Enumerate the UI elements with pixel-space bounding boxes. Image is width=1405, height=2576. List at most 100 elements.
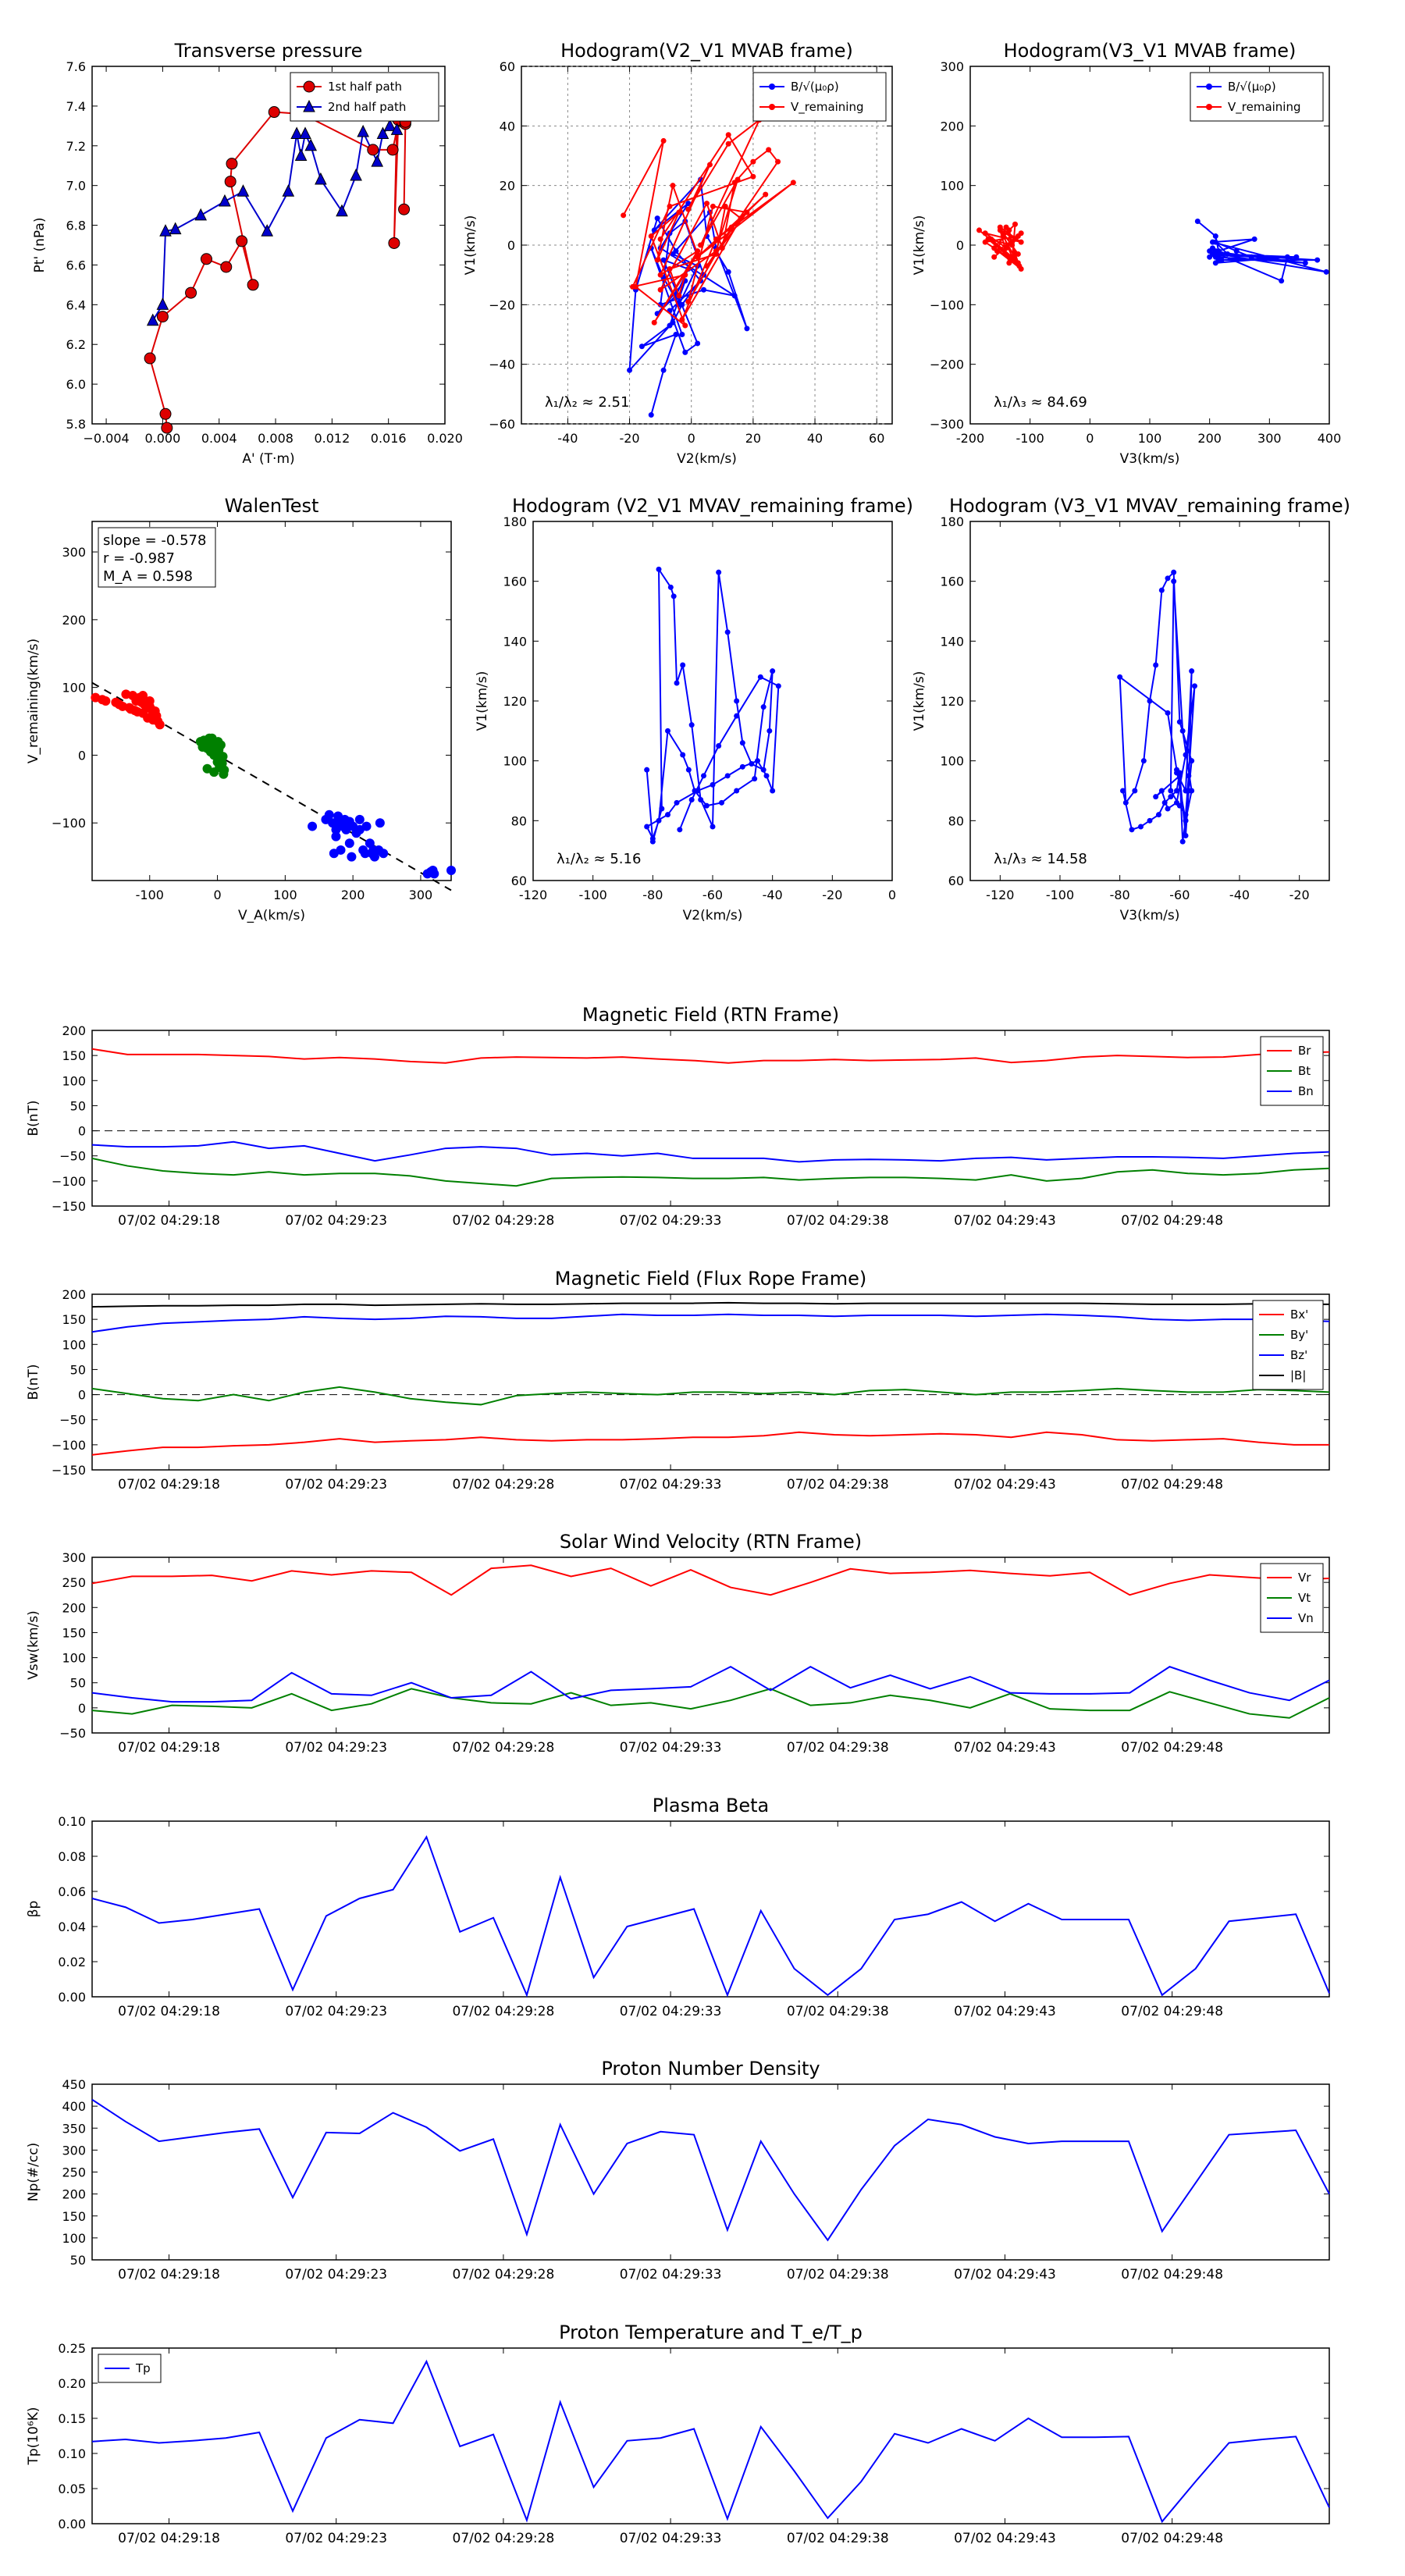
hodo4-ytick-label: 120: [940, 694, 964, 709]
hodo1-point: [651, 319, 657, 326]
hodo3-ytick-label: 60: [511, 873, 527, 888]
hodo1-point: [685, 206, 692, 212]
hodo1-point: [704, 263, 710, 269]
tp-legend-box: [290, 72, 439, 122]
tp-point: [237, 184, 250, 197]
hodo3-point: [770, 668, 776, 674]
hodo1-point: [722, 203, 728, 209]
tp-point: [371, 155, 384, 167]
hodo4-title: Hodogram (V3_V1 MVAV_remaining frame): [949, 495, 1350, 517]
walen-point: [344, 838, 354, 849]
walen-xtick-label: 100: [273, 888, 297, 902]
walen-xtick-label: 200: [341, 888, 365, 902]
np-ylabel: Np(#/cc): [26, 2143, 41, 2201]
hodo1-legend-marker: [769, 104, 775, 110]
hodo2-ytick-label: 300: [940, 59, 964, 74]
hodo3-point: [724, 629, 731, 635]
mag_fr-xtick-label: 07/02 04:29:48: [1121, 1477, 1223, 1493]
np-xtick-label: 07/02 04:29:23: [285, 2267, 387, 2282]
tp-ytick-label: 6.4: [66, 297, 86, 312]
walen-point: [138, 691, 148, 701]
tp-xtick-label: 0.016: [371, 431, 407, 446]
hodo1-point: [701, 286, 707, 293]
hodo3-xtick-label: -60: [702, 888, 723, 902]
hodo4-ytick-label: 180: [940, 514, 964, 529]
walen-title: WalenTest: [225, 495, 319, 517]
walen-point: [197, 742, 208, 753]
np-xtick-label: 07/02 04:29:48: [1121, 2267, 1223, 2282]
hodo3-annotation: λ₁/λ₂ ≈ 5.16: [557, 851, 641, 867]
walen-ytick-label: 300: [62, 545, 86, 560]
vsw-ytick-label: 150: [62, 1625, 86, 1640]
vsw-ytick-label: 250: [62, 1575, 86, 1590]
hodo1-point: [719, 245, 725, 251]
tp-xtick-label: 0.008: [258, 431, 293, 446]
hodo1-point: [775, 158, 781, 165]
hodo3-point: [680, 662, 686, 668]
hodo2-point: [1225, 251, 1231, 257]
mag_rtn-ytick-label: 100: [62, 1073, 86, 1088]
hodo3-point: [680, 752, 686, 758]
np-ytick-label: 50: [70, 2253, 86, 2268]
hodo2-point: [1251, 236, 1257, 242]
vsw-legend-label: Vt: [1298, 1591, 1311, 1605]
hodo2-point: [1194, 218, 1200, 224]
hodo1-point: [725, 141, 731, 147]
hodo4-point: [1171, 578, 1177, 585]
hodo4-xtick-label: -40: [1229, 888, 1250, 902]
tp-title: Transverse pressure: [174, 40, 363, 62]
beta-ytick-label: 0.08: [58, 1849, 86, 1864]
beta-xtick-label: 07/02 04:29:23: [285, 2004, 387, 2019]
tp-point: [226, 158, 238, 170]
hodo1-point: [682, 322, 688, 329]
tp-point: [336, 204, 348, 217]
hodo2-xtick-label: -100: [1016, 431, 1044, 446]
hodo3-point: [695, 788, 701, 794]
hodo2-ytick-label: −100: [930, 297, 964, 312]
np-ytick-label: 150: [62, 2209, 86, 2224]
mag_fr-plot-frame: [91, 1293, 1330, 1471]
hodo1-xtick-label: -20: [619, 431, 639, 446]
tp-ytick-label: 5.8: [66, 417, 86, 432]
hodo1-point: [790, 180, 796, 186]
hodo3-point: [698, 797, 704, 802]
walen-point: [375, 818, 385, 828]
hodo3-point: [656, 566, 662, 572]
tp2-plot-frame: [91, 2347, 1330, 2524]
vsw-series-Vn-line: [91, 1665, 1330, 1703]
walen-point: [308, 821, 318, 831]
mag_fr-legend-label: Bx': [1290, 1308, 1308, 1322]
mag_rtn-series-Bn-line: [91, 1140, 1330, 1163]
tp-legend-label: 2nd half path: [328, 100, 406, 114]
mag_rtn-series-Br-line: [91, 1048, 1330, 1064]
tp2-ylabel: Tp(10⁶K): [26, 2407, 41, 2465]
hodo1-point: [682, 272, 688, 278]
vsw-xtick-label: 07/02 04:29:18: [118, 1740, 220, 1756]
hodo3-ytick-label: 80: [511, 813, 527, 828]
hodo4-point: [1147, 817, 1153, 824]
vsw-ytick-label: 300: [62, 1550, 86, 1565]
tp-legend-label: 1st half path: [328, 80, 402, 94]
mag_fr-series-Bz-line: [91, 1313, 1330, 1333]
hodo1-point: [673, 332, 679, 337]
hodo1-point: [695, 248, 701, 254]
tp-ytick-label: 6.0: [66, 377, 86, 392]
beta-ytick-label: 0.00: [58, 1990, 86, 2005]
hodo1-legend-label: V_remaining: [791, 100, 864, 115]
hodo3-point: [716, 743, 722, 749]
tp2-xtick-label: 07/02 04:29:23: [285, 2531, 387, 2546]
hodo3-point: [667, 584, 674, 590]
hodo2-point: [1323, 269, 1329, 275]
hodo1-point: [738, 215, 744, 222]
hodo4-point: [1176, 719, 1183, 725]
walen-stats-box: [98, 527, 216, 588]
hodo1-point: [710, 203, 716, 209]
tp-point: [282, 184, 295, 197]
hodo3-point: [710, 824, 716, 830]
hodo2-point: [1212, 248, 1218, 254]
mag_rtn-ylabel: B(nT): [26, 1100, 41, 1136]
tp-ytick-label: 7.4: [66, 99, 86, 114]
hodo2-point: [1016, 263, 1023, 269]
hodo2-title: Hodogram(V3_V1 MVAB frame): [1004, 40, 1297, 62]
hodo3-point: [739, 740, 745, 746]
